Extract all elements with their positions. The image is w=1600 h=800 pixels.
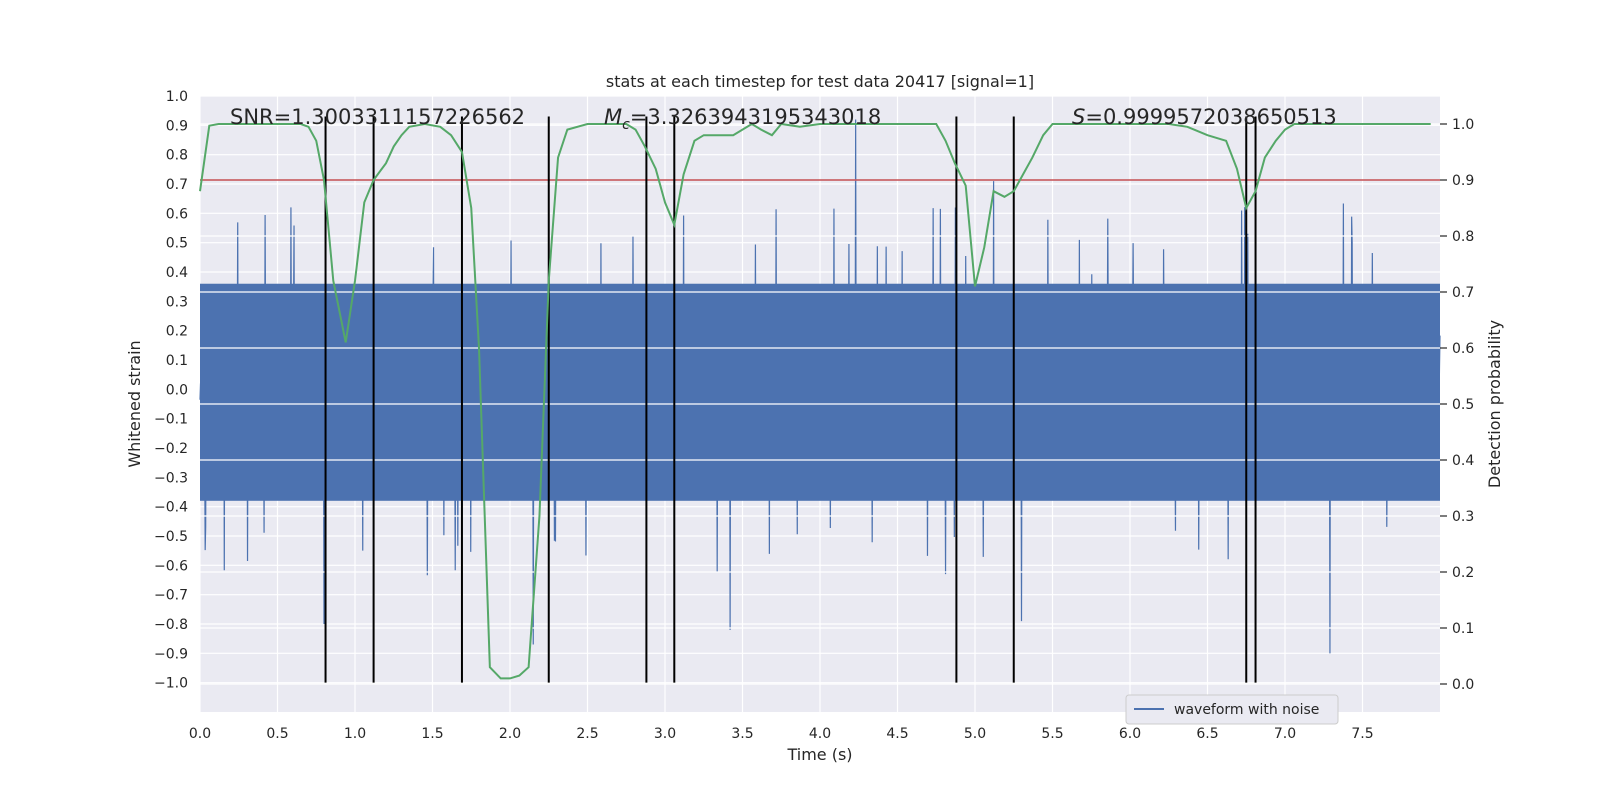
y2-tick-label: 0.5 (1452, 397, 1474, 413)
noise-series (199, 119, 1441, 654)
snr-annotation: SNR=1.3003311157226562 (230, 105, 525, 129)
y-axis-label: Whitened strain (125, 340, 144, 467)
y2-tick-label: 0.3 (1452, 509, 1474, 525)
x-tick-label: 7.0 (1274, 726, 1296, 742)
y-tick-label: −0.7 (154, 588, 188, 604)
legend: waveform with noise (1125, 694, 1339, 725)
x-tick-label: 1.0 (344, 726, 366, 742)
y2-tick-label: 0.8 (1452, 229, 1474, 245)
legend-box (1125, 694, 1339, 725)
x-tick-label: 7.5 (1351, 726, 1373, 742)
y2-tick-label: 1.0 (1452, 117, 1474, 133)
chart-title: stats at each timestep for test data 204… (606, 72, 1034, 91)
x-tick-label: 0.0 (189, 726, 211, 742)
y-tick-label: −1.0 (154, 676, 188, 692)
y-tick-label: −0.2 (154, 441, 188, 457)
x-tick-label: 0.5 (266, 726, 288, 742)
x-tick-labels: 0.0 0.5 1.0 1.5 2.0 2.5 3.0 3.5 4.0 4.5 5.0 5.5 6.0 6… (189, 726, 1374, 742)
x-tick-label: 4.5 (886, 726, 908, 742)
mc-annotation: Mc=3.3263943195343018 (604, 105, 881, 133)
y-tick-label: 0.6 (166, 206, 188, 222)
x-tick-label: 1.5 (421, 726, 443, 742)
vertical-lines (324, 116, 1257, 683)
y-tick-label: −0.8 (154, 617, 188, 633)
x-tick-label: 3.0 (654, 726, 676, 742)
y-tick-label: 0.0 (166, 382, 188, 398)
y-tick-label: −0.6 (154, 558, 188, 574)
y-tick-label: −0.9 (154, 646, 188, 662)
y2-tick-label: 0.7 (1452, 285, 1474, 301)
y-tick-label: 0.2 (166, 324, 188, 340)
y2-tick-label: 0.2 (1452, 565, 1474, 581)
y-tick-label: 0.9 (166, 118, 188, 134)
y-tick-label: 1.0 (166, 89, 188, 105)
x-tick-label: 4.0 (809, 726, 831, 742)
x-tick-label: 6.5 (1196, 726, 1218, 742)
y2-tick-label: 0.4 (1452, 453, 1474, 469)
x-tick-label: 5.0 (964, 726, 986, 742)
y2-tick-label: 0.1 (1452, 621, 1474, 637)
probability-line (199, 122, 1431, 680)
y-tick-label: −0.3 (154, 470, 188, 486)
s-annotation: S=0.9999572038650513 (1072, 105, 1337, 129)
x-axis-label: Time (s) (786, 745, 852, 764)
y-tick-label: −0.1 (154, 412, 188, 428)
y-tick-label: 0.7 (166, 177, 188, 193)
y-tick-label: 0.5 (166, 236, 188, 252)
x-tick-label: 5.5 (1041, 726, 1063, 742)
x-tick-label: 6.0 (1119, 726, 1141, 742)
y-tick-labels: 1.0 0.9 0.8 0.7 0.6 0.5 0.4 0.3 0.2 0.1 0.0 −0.1 −0.… (154, 89, 188, 692)
y2-axis-label: Detection probability (1485, 320, 1504, 488)
y-tick-label: 0.4 (166, 265, 188, 281)
y2-tick-label: 0.9 (1452, 173, 1474, 189)
y-tick-label: 0.1 (166, 353, 188, 369)
y2-tick-label: 0.0 (1452, 677, 1474, 693)
legend-label: waveform with noise (1174, 702, 1319, 718)
y-tick-label: −0.4 (154, 500, 188, 516)
y-tick-label: 0.3 (166, 294, 188, 310)
y2-tick-labels: 1.0 0.9 0.8 0.7 0.6 0.5 0.4 0.3 0.2 0.1 0.0 (1440, 117, 1474, 693)
x-tick-label: 2.5 (576, 726, 598, 742)
y-tick-label: −0.5 (154, 529, 188, 545)
x-tick-label: 2.0 (499, 726, 521, 742)
noise-core (200, 283, 1440, 501)
y2-tick-label: 0.6 (1452, 341, 1474, 357)
x-tick-label: 3.5 (731, 726, 753, 742)
y-tick-label: 0.8 (166, 148, 188, 164)
